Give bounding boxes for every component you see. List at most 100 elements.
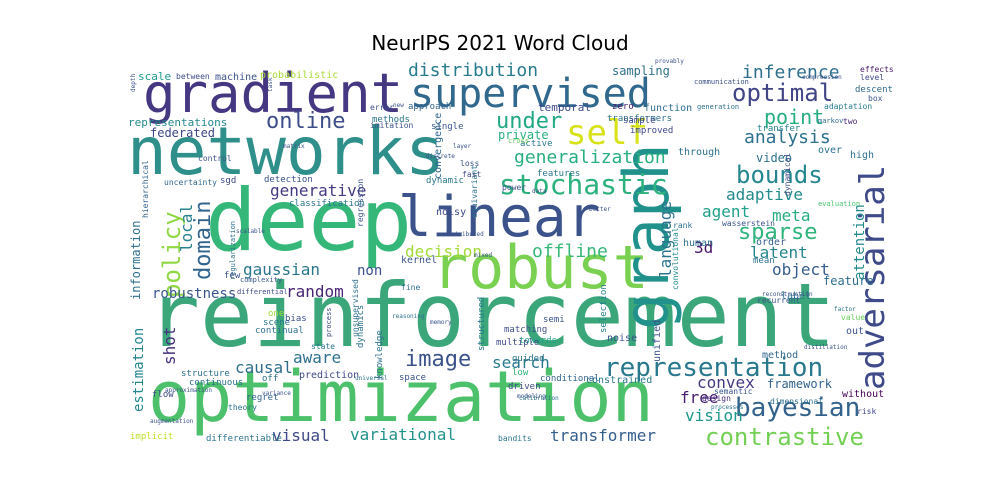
word-variance: variance <box>262 390 291 397</box>
word-task: task <box>267 77 274 92</box>
word-networks: networks <box>127 113 445 190</box>
word-gaussian: gaussian <box>243 260 320 279</box>
word-information: information <box>129 221 143 300</box>
word-attention: attention <box>852 204 868 280</box>
word-linear: linear <box>398 185 600 250</box>
word-visual: visual <box>272 426 330 445</box>
word-matrix: matrix <box>283 143 305 150</box>
word-bayesian: bayesian <box>735 393 860 423</box>
word-offline: offline <box>532 241 608 262</box>
word-scale: scale <box>138 70 171 83</box>
word-matching: matching <box>504 325 547 335</box>
word-bounds: bounds <box>736 161 823 189</box>
word-sample: sample <box>623 116 656 126</box>
word-towards: towards <box>519 336 557 346</box>
word-power: power <box>502 183 526 192</box>
word-layer: layer <box>453 143 471 150</box>
word-cross: cross <box>508 137 529 145</box>
word-multiple: multiple <box>496 338 539 348</box>
word-semi: semi <box>543 315 565 325</box>
word-temporal: temporal <box>538 101 591 114</box>
word-approximation: approximation <box>165 387 212 394</box>
word-convergence: convergence <box>433 113 444 179</box>
word-equivariant: equivariant <box>470 165 479 218</box>
word-without: without <box>842 389 884 400</box>
word-differential: differential <box>237 288 288 296</box>
word-transfer: transfer <box>757 124 801 134</box>
word-approach: approach <box>408 102 451 112</box>
word-regression: regression <box>356 179 365 227</box>
word-shot: shot <box>160 326 179 365</box>
word-representations: representations <box>128 116 227 129</box>
word-recurrent: recurrent <box>757 296 801 305</box>
word-loss: loss <box>460 159 479 168</box>
word-data: data <box>532 188 547 195</box>
word-label: label <box>781 291 811 302</box>
word-out: out <box>846 326 864 337</box>
word-bandits: bandits <box>498 434 532 443</box>
word-better: better <box>589 206 611 213</box>
word-high: high <box>850 150 874 161</box>
word-implicit: implicit <box>130 432 173 442</box>
word-level: level <box>860 73 884 82</box>
word-gradient: gradient <box>143 62 403 125</box>
word-reasoning: reasoning <box>392 313 425 320</box>
word-uncertainty: uncertainty <box>164 178 217 187</box>
word-agent: agent <box>702 202 750 221</box>
word-theory: theory <box>228 403 257 412</box>
word-scalable: scalable <box>236 228 265 235</box>
word-value: value <box>841 313 865 322</box>
word-adaptive: adaptive <box>726 185 803 204</box>
word-continual: continual <box>255 326 304 336</box>
word-language: language <box>656 201 675 278</box>
word-discrete: discrete <box>426 153 455 160</box>
word-design: design <box>702 394 731 403</box>
word-detection: detection <box>264 175 313 185</box>
word-guided: guided <box>512 354 545 364</box>
word-imitation: imitation <box>370 121 414 130</box>
word-video: video <box>756 151 792 165</box>
word-selection: selection <box>599 284 609 333</box>
word-unified: unified <box>652 320 663 362</box>
word-distribution: distribution <box>408 60 538 81</box>
word-robust: robust <box>432 233 649 303</box>
word-unsupervised: unsupervised <box>351 279 360 337</box>
word-between: between <box>176 72 210 81</box>
word-decision: decision <box>405 242 482 261</box>
word-deep: deep <box>205 171 412 271</box>
word-machine: machine <box>215 72 257 83</box>
word-low: low <box>512 368 529 378</box>
word-latent: latent <box>750 243 808 262</box>
word-order: order <box>756 237 786 248</box>
word-structure: structure <box>181 369 230 379</box>
word-prediction: prediction <box>299 370 359 381</box>
word-two: two <box>843 117 858 126</box>
word-object: object <box>772 260 830 279</box>
word-representation: representation <box>604 353 823 383</box>
word-rank: rank <box>673 221 692 230</box>
word-robustness: robustness <box>152 286 236 302</box>
word-wasserstein: wasserstein <box>722 219 775 228</box>
word-generative: generative <box>270 181 366 200</box>
word-over: over <box>818 145 842 156</box>
word-memory: memory <box>430 319 452 326</box>
word-transformers: transformers <box>607 114 672 124</box>
word-communication: communication <box>694 78 749 86</box>
word-augmentation: augmentation <box>150 418 194 425</box>
word-free: free <box>680 388 719 407</box>
word-methods: methods <box>372 115 410 125</box>
word-adaptation: adaptation <box>824 102 872 111</box>
word-universal: universal <box>355 375 388 382</box>
word-scene: scene <box>263 318 290 328</box>
word-risk: risk <box>857 407 876 416</box>
word-aware: aware <box>293 348 341 367</box>
word-noise: noise <box>607 333 637 344</box>
word-mean: mean <box>753 256 775 266</box>
word-online: online <box>266 109 345 134</box>
word-control: control <box>198 154 232 163</box>
word-convex: convex <box>697 373 755 392</box>
word-constrained: constrained <box>586 375 652 386</box>
word-optimal: optimal <box>732 79 833 107</box>
word-image: image <box>405 347 471 372</box>
word-classification: classification <box>289 199 365 209</box>
